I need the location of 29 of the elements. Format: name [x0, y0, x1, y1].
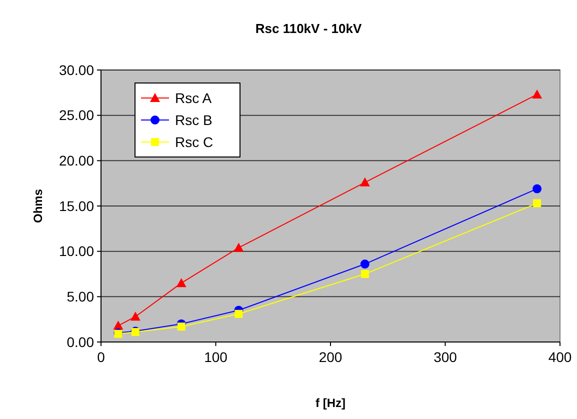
x-tick-label: 300 — [434, 349, 458, 365]
point — [176, 278, 186, 288]
legend-label: Rsc A — [175, 90, 212, 106]
chart-title: Rsc 110kV - 10kV — [255, 21, 362, 36]
x-tick-label: 0 — [97, 349, 106, 365]
y-tick-label: 0.00 — [66, 334, 94, 350]
y-tick-label: 5.00 — [66, 288, 94, 305]
point — [532, 184, 542, 194]
legend-label: Rsc C — [175, 134, 214, 150]
x-tick-label: 200 — [318, 349, 342, 365]
legend-label: Rsc B — [175, 112, 212, 128]
x-axis-title: f [Hz] — [316, 396, 346, 410]
point — [360, 260, 370, 269]
point — [532, 89, 542, 98]
y-tick-label: 10.00 — [58, 243, 94, 260]
point — [234, 310, 243, 318]
y-tick-label: 30.00 — [58, 62, 94, 78]
x-tick-label: 400 — [548, 349, 572, 365]
point — [130, 312, 140, 321]
y-tick-label: 25.00 — [58, 107, 94, 124]
point — [177, 322, 186, 331]
y-tick-label: 15.00 — [58, 198, 94, 214]
point — [234, 242, 244, 252]
point — [360, 177, 370, 186]
x-tick-label: 100 — [204, 349, 228, 365]
y-axis-title: Ohms — [31, 188, 45, 224]
point — [360, 270, 369, 278]
y-tick-label: 20.00 — [58, 152, 94, 169]
point — [533, 199, 542, 208]
